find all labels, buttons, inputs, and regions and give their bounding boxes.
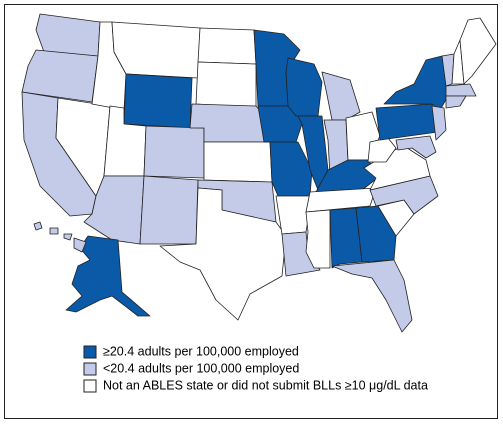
us-map [21, 13, 497, 333]
state [21, 49, 99, 103]
legend-swatch [83, 379, 97, 393]
legend: ≥20.4 adults per 100,000 employed <20.4 a… [83, 344, 428, 393]
state [33, 221, 43, 231]
state [305, 187, 377, 213]
legend-label: ≥20.4 adults per 100,000 employed [103, 344, 299, 358]
state [65, 235, 151, 317]
legend-swatch [83, 362, 97, 376]
state [305, 209, 331, 269]
state [139, 175, 199, 245]
state [195, 61, 257, 109]
state [123, 73, 193, 129]
state [395, 135, 437, 159]
state [329, 207, 363, 269]
state [63, 233, 73, 241]
legend-label: Not an ABLES state or did not submit BLL… [103, 378, 428, 392]
state [143, 125, 205, 179]
state [331, 259, 413, 333]
legend-label: <20.4 adults per 100,000 employed [103, 361, 299, 375]
state [111, 21, 201, 79]
state [459, 17, 497, 85]
state [445, 95, 467, 109]
state [197, 27, 257, 65]
state [431, 105, 447, 141]
state [159, 187, 287, 321]
state [203, 141, 273, 183]
state [445, 83, 477, 97]
state [49, 227, 59, 235]
legend-swatch [83, 345, 97, 359]
state [73, 237, 87, 253]
